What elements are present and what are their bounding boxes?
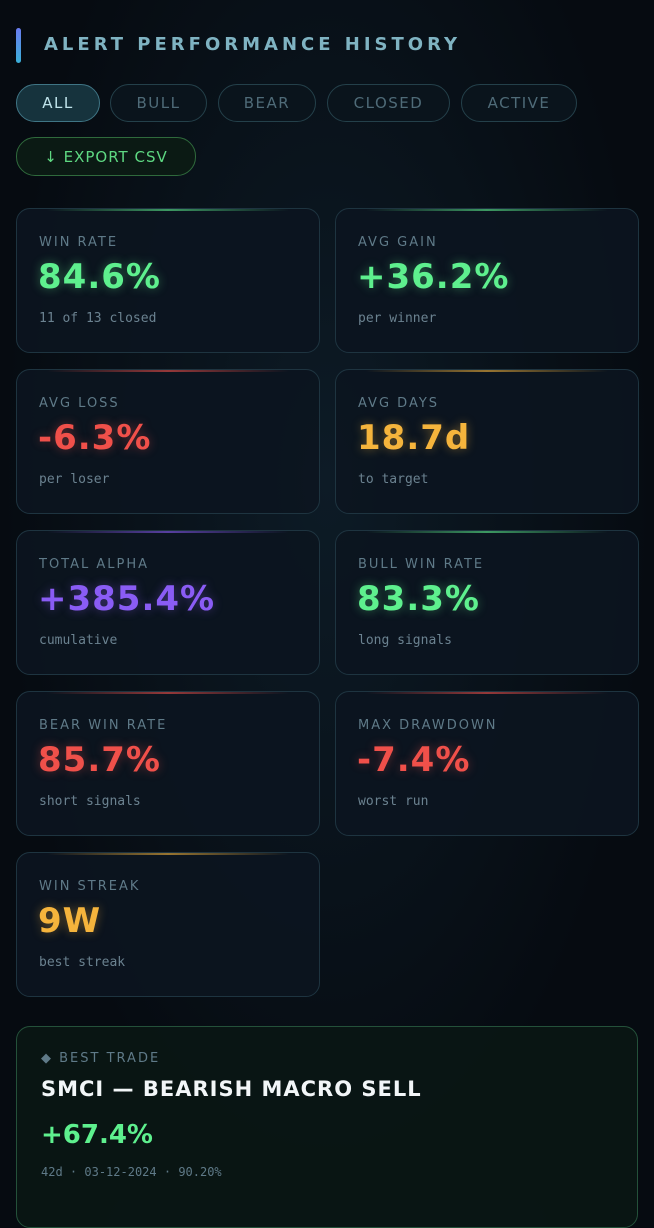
stat-value: -6.3%	[38, 418, 152, 458]
page-title: ALERT PERFORMANCE HISTORY	[44, 34, 461, 55]
stat-label: WIN STREAK	[39, 879, 141, 894]
card-glow	[366, 209, 608, 211]
stat-subtitle: to target	[358, 472, 429, 487]
filter-pill[interactable]: BEAR	[218, 84, 316, 122]
card-glow	[47, 370, 289, 372]
export-button[interactable]: ↓ EXPORT CSV	[16, 137, 196, 176]
stat-label: WIN RATE	[39, 235, 119, 250]
stat-value: 85.7%	[38, 740, 161, 780]
stat-card: MAX DRAWDOWN -7.4% worst run	[335, 691, 639, 836]
card-glow	[47, 692, 289, 694]
stat-card: TOTAL ALPHA +385.4% cumulative	[16, 530, 320, 675]
stat-subtitle: 11 of 13 closed	[39, 311, 157, 326]
card-glow	[47, 209, 289, 211]
stat-label: AVG LOSS	[39, 396, 120, 411]
filter-pill[interactable]: ACTIVE	[461, 84, 577, 122]
meta-item: 03-12-2024	[84, 1165, 157, 1179]
best-trade-meta: 42d · 03-12-2024 · 90.20%	[41, 1165, 222, 1179]
stat-card: WIN RATE 84.6% 11 of 13 closed	[16, 208, 320, 353]
meta-item: 42d	[41, 1165, 63, 1179]
meta-item: 90.20%	[178, 1165, 222, 1179]
stat-card: BEAR WIN RATE 85.7% short signals	[16, 691, 320, 836]
stat-subtitle: worst run	[358, 794, 429, 809]
stat-label: BULL WIN RATE	[358, 557, 485, 572]
stat-label: BEAR WIN RATE	[39, 718, 168, 733]
title-accent	[16, 28, 21, 63]
stat-card: BULL WIN RATE 83.3% long signals	[335, 530, 639, 675]
diamond-icon: ◆	[41, 1051, 60, 1066]
stat-value: +385.4%	[38, 579, 216, 619]
stat-value: 18.7d	[357, 418, 471, 458]
stat-card: AVG GAIN +36.2% per winner	[335, 208, 639, 353]
stat-card: WIN STREAK 9W best streak	[16, 852, 320, 997]
best-trade-card: ◆ BEST TRADE SMCI — BEARISH MACRO SELL +…	[16, 1026, 638, 1228]
stat-label: AVG GAIN	[358, 235, 438, 250]
stat-value: +36.2%	[357, 257, 510, 297]
best-trade-label: BEST TRADE	[59, 1051, 161, 1066]
best-trade-label-row: ◆ BEST TRADE	[41, 1051, 160, 1066]
card-glow	[366, 370, 608, 372]
stat-subtitle: per loser	[39, 472, 110, 487]
filter-pill[interactable]: BULL	[110, 84, 207, 122]
stat-card: AVG LOSS -6.3% per loser	[16, 369, 320, 514]
stat-value: 84.6%	[38, 257, 161, 297]
stat-value: -7.4%	[357, 740, 471, 780]
stat-label: AVG DAYS	[358, 396, 440, 411]
stat-subtitle: cumulative	[39, 633, 118, 648]
stat-label: MAX DRAWDOWN	[358, 718, 498, 733]
filter-pill[interactable]: ALL	[16, 84, 100, 122]
card-glow	[47, 531, 289, 533]
stat-subtitle: long signals	[358, 633, 452, 648]
stat-subtitle: best streak	[39, 955, 126, 970]
best-trade-title: SMCI — BEARISH MACRO SELL	[41, 1077, 422, 1101]
stat-label: TOTAL ALPHA	[39, 557, 150, 572]
stat-value: 9W	[38, 901, 102, 941]
filter-pill[interactable]: CLOSED	[327, 84, 450, 122]
stat-subtitle: short signals	[39, 794, 141, 809]
best-trade-value: +67.4%	[41, 1120, 153, 1150]
card-glow	[366, 531, 608, 533]
stat-value: 83.3%	[357, 579, 480, 619]
card-glow	[47, 853, 289, 855]
stat-card: AVG DAYS 18.7d to target	[335, 369, 639, 514]
card-glow	[366, 692, 608, 694]
stat-subtitle: per winner	[358, 311, 437, 326]
